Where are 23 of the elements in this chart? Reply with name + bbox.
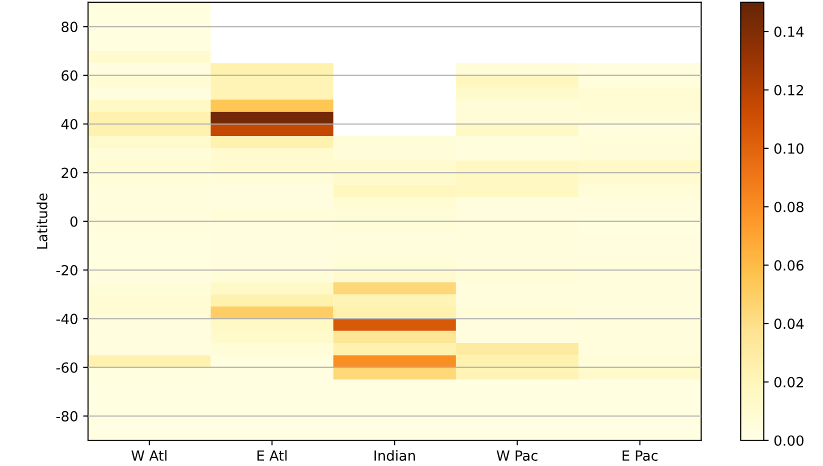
- y-tick-label: 0: [70, 216, 78, 227]
- y-tick-label: -60: [56, 362, 78, 373]
- x-tick-label: W Pac: [496, 450, 538, 461]
- color-bar-label: 0.08: [774, 202, 804, 212]
- color-bar-label: 0.12: [774, 84, 803, 96]
- color-bar-label: 0.02: [774, 376, 803, 388]
- color-bar-label: 0.04: [774, 318, 804, 330]
- color-bar-label: 0.00: [774, 435, 804, 446]
- y-tick-label: 40: [61, 118, 78, 130]
- y-axis-title: Latitude: [36, 194, 48, 249]
- x-tick-label: W Atl: [131, 450, 166, 461]
- y-tick-label: -80: [56, 411, 78, 422]
- y-tick-label: -20: [56, 264, 78, 276]
- color-bar-label: 0.10: [774, 143, 804, 154]
- y-tick-label: 60: [62, 70, 78, 81]
- y-tick-label: -40: [56, 314, 78, 324]
- color-bar-label: 0.14: [774, 26, 804, 38]
- x-tick-label: E Atl: [257, 450, 287, 461]
- y-tick-label: 20: [62, 168, 78, 178]
- color-bar-label: 0.06: [774, 260, 804, 271]
- x-tick-label: Indian: [374, 450, 415, 461]
- x-tick-label: E Pac: [622, 450, 658, 461]
- y-tick-label: 80: [62, 22, 78, 32]
